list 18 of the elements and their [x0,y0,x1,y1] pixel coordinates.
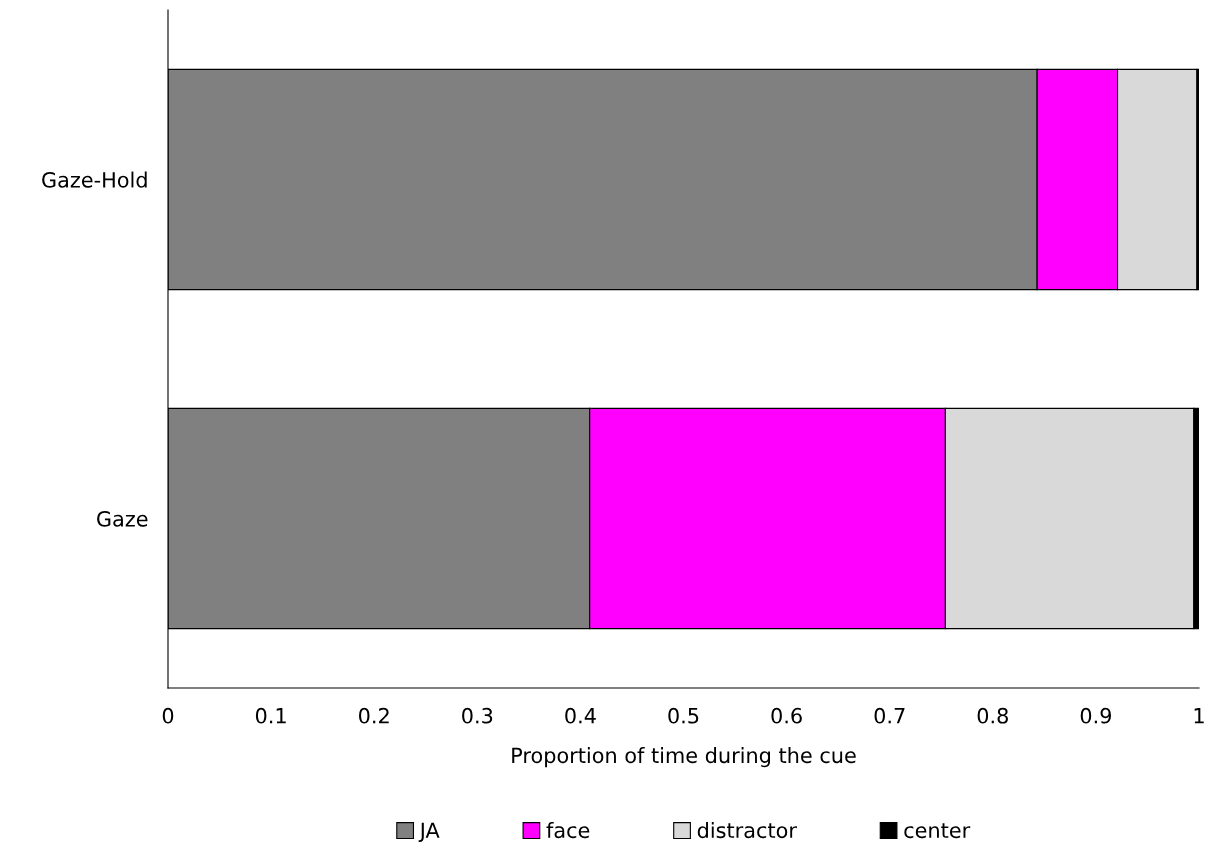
x-tick-label: 0.5 [668,707,699,724]
x-tick-label: 0.3 [462,707,493,724]
x-tick-label: 0.6 [771,707,802,724]
x-tick-label: 1 [1194,708,1204,724]
legend-label: face [546,822,590,839]
y-tick-label: Gaze-Hold [42,171,147,188]
legend-label: center [904,823,971,839]
y-tick-label: Gaze [97,510,148,527]
x-tick-label: 0.7 [874,707,905,724]
legend-label: distractor [697,822,797,839]
x-tick-label: 0.1 [255,707,286,724]
x-tick-label: 0.8 [977,707,1008,724]
x-tick-label: 0.2 [359,707,389,724]
x-tick-label: 0 [162,707,174,724]
x-tick-label: 0.4 [565,707,596,724]
x-axis-title: Proportion of time during the cue [512,747,856,768]
legend-label: JA [418,822,440,843]
x-tick-label: 0.9 [1080,707,1111,724]
